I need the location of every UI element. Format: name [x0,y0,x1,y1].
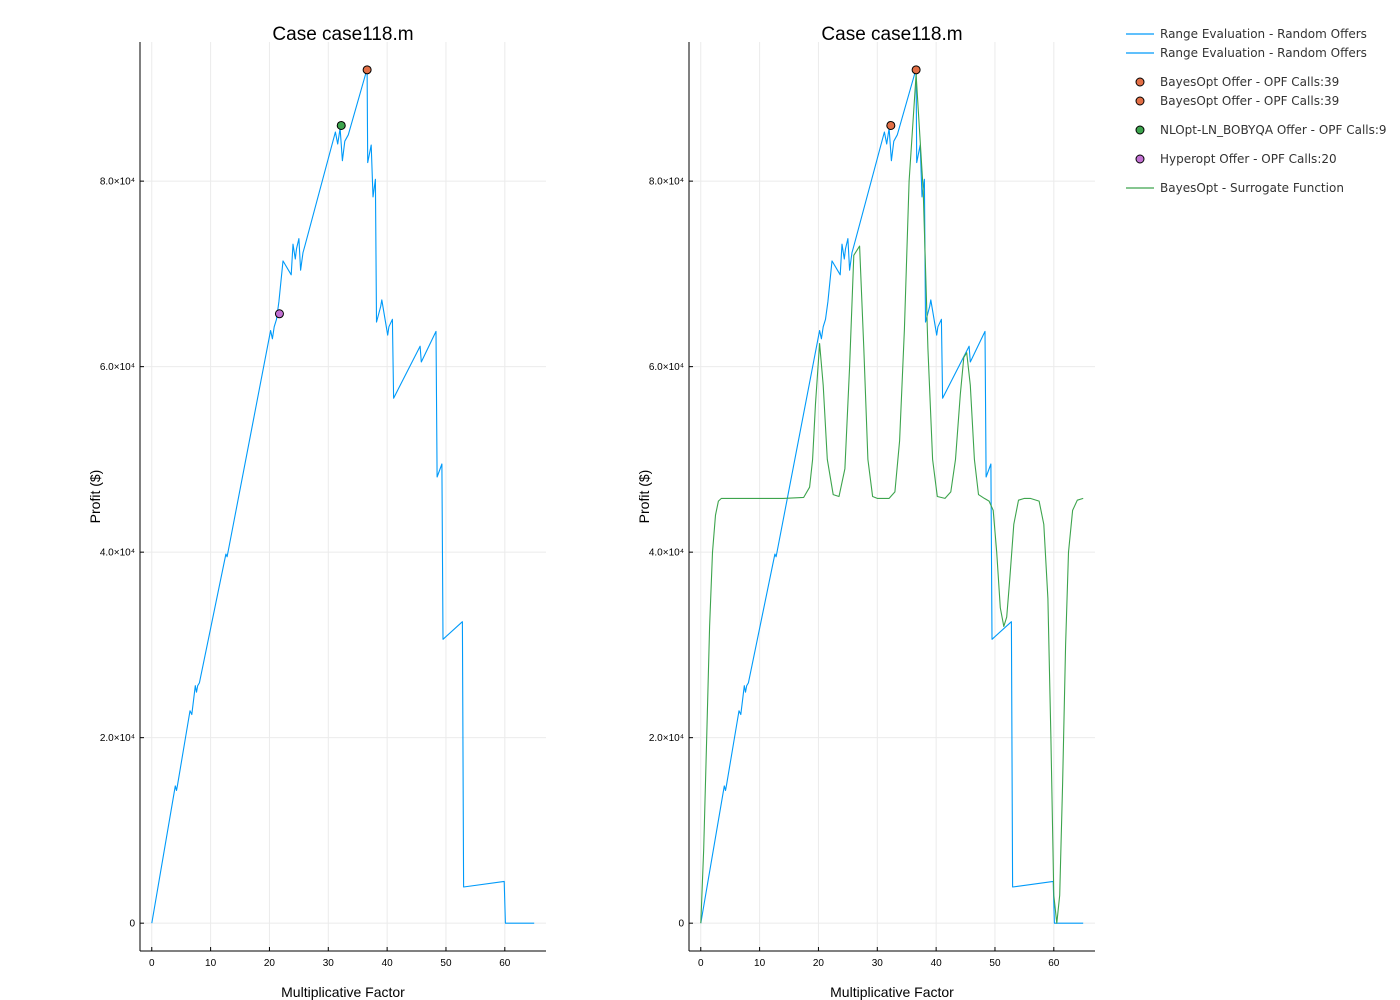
x-tick-label: 40 [382,958,394,969]
y-tick-label: 4.0×10⁴ [100,548,135,559]
y-tick-label: 2.0×10⁴ [100,733,135,744]
data-point [336,120,346,130]
y-tick-label: 6.0×10⁴ [100,362,135,373]
series-line-1 [151,68,535,924]
data-point [362,65,372,75]
legend-label: BayesOpt - Surrogate Function [1160,181,1344,195]
legend-label: NLOpt-LN_BOBYQA Offer - OPF Calls:9 [1160,123,1387,137]
legend-label: Range Evaluation - Random Offers [1160,46,1367,60]
x-axis-label: Multiplicative Factor [830,984,954,1000]
x-tick-label: 30 [872,958,884,969]
data-point [274,309,284,319]
x-axis-label: Multiplicative Factor [281,984,405,1000]
x-tick-label: 10 [754,958,766,969]
x-tick-label: 10 [205,958,217,969]
series-line-2 [700,73,1084,924]
x-tick-label: 40 [931,958,943,969]
legend-swatch-marker [1135,125,1145,135]
x-tick-label: 50 [989,958,1001,969]
data-point [886,120,896,130]
y-tick-label: 2.0×10⁴ [649,733,684,744]
x-tick-label: 0 [698,958,704,969]
x-tick-label: 60 [1048,958,1060,969]
x-tick-label: 50 [440,958,452,969]
x-tick-label: 20 [813,958,825,969]
y-tick-label: 6.0×10⁴ [649,362,684,373]
legend-swatch-marker [1135,96,1145,106]
y-tick-label: 0 [129,919,135,930]
chart-title: Case case118.m [821,24,962,45]
x-tick-label: 20 [264,958,276,969]
chart-panel-2: 0 10 20 30 40 50 60 0 2.0×10⁴ 4.0×10⁴ 6.0×10⁴ 8.0×1… [636,24,1095,1000]
data-point [911,65,921,75]
legend-swatch-marker [1135,154,1145,164]
y-tick-label: 4.0×10⁴ [649,548,684,559]
legend: Range Evaluation - Random Offers Range Ev… [1126,27,1387,195]
legend-label: Hyperopt Offer - OPF Calls:20 [1160,152,1337,166]
legend-label: BayesOpt Offer - OPF Calls:39 [1160,75,1339,89]
legend-label: BayesOpt Offer - OPF Calls:39 [1160,94,1339,108]
x-tick-label: 30 [323,958,335,969]
y-tick-label: 8.0×10⁴ [100,177,135,188]
chart-title: Case case118.m [272,24,413,45]
legend-label: Range Evaluation - Random Offers [1160,27,1367,41]
series-line-1 [700,68,1084,924]
y-tick-label: 0 [678,919,684,930]
legend-swatch-marker [1135,77,1145,87]
y-tick-label: 8.0×10⁴ [649,177,684,188]
chart-panel-1: 0 10 20 30 40 50 60 0 2.0×10⁴ 4.0×10⁴ 6.0×10⁴ 8.0×1… [87,24,546,1000]
y-axis-label: Profit ($) [87,470,103,524]
y-axis-label: Profit ($) [636,470,652,524]
x-tick-label: 0 [149,958,155,969]
x-tick-label: 60 [499,958,511,969]
